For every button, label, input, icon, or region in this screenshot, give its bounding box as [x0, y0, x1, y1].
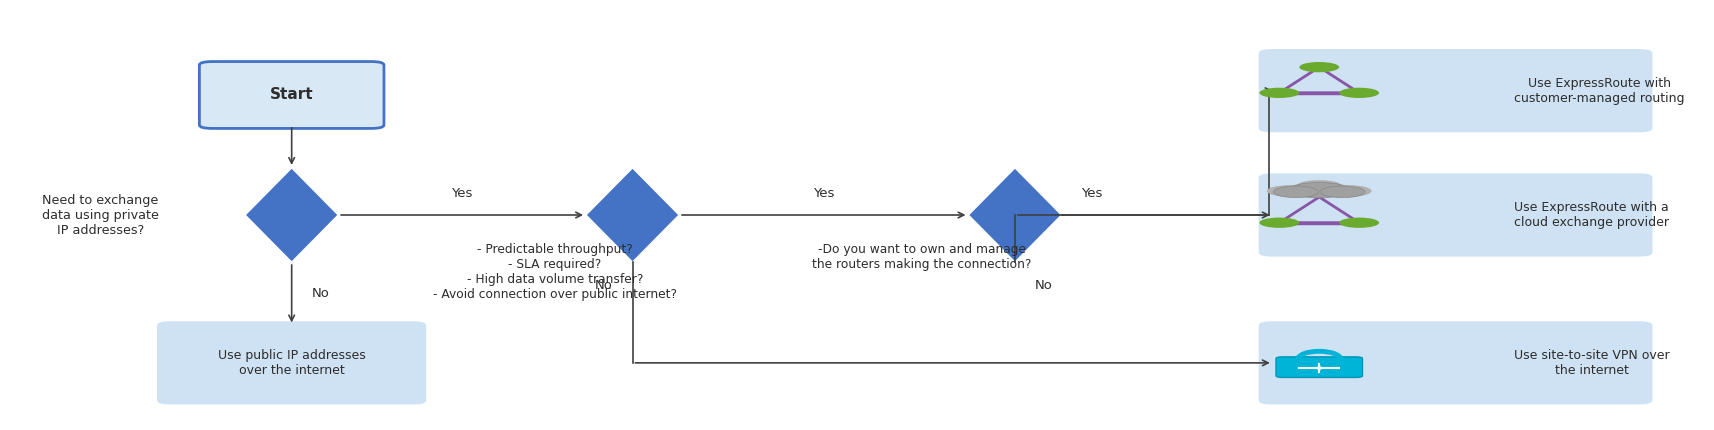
- Text: Need to exchange
data using private
IP addresses?: Need to exchange data using private IP a…: [43, 194, 159, 236]
- Polygon shape: [586, 168, 679, 262]
- Text: No: No: [1034, 280, 1052, 292]
- Text: Yes: Yes: [451, 187, 473, 200]
- Text: Use ExpressRoute with
customer-managed routing: Use ExpressRoute with customer-managed r…: [1513, 77, 1683, 104]
- FancyBboxPatch shape: [1258, 50, 1651, 132]
- FancyBboxPatch shape: [1258, 322, 1651, 404]
- Text: Use public IP addresses
over the internet: Use public IP addresses over the interne…: [218, 349, 365, 377]
- Circle shape: [1296, 180, 1340, 192]
- Text: -Do you want to own and manage
the routers making the connection?: -Do you want to own and manage the route…: [812, 243, 1030, 271]
- Text: Use ExpressRoute with a
cloud exchange provider: Use ExpressRoute with a cloud exchange p…: [1513, 201, 1668, 229]
- Polygon shape: [968, 168, 1061, 262]
- Circle shape: [1313, 184, 1357, 196]
- Polygon shape: [245, 168, 338, 262]
- FancyBboxPatch shape: [199, 61, 384, 129]
- Circle shape: [1279, 184, 1325, 196]
- Text: Yes: Yes: [812, 187, 835, 200]
- Circle shape: [1299, 62, 1339, 72]
- Text: No: No: [312, 287, 329, 300]
- Text: Start: Start: [269, 87, 314, 102]
- Text: Yes: Yes: [1082, 187, 1102, 200]
- Text: No: No: [595, 280, 612, 292]
- Text: Use site-to-site VPN over
the internet: Use site-to-site VPN over the internet: [1513, 349, 1668, 377]
- Circle shape: [1274, 186, 1318, 198]
- FancyBboxPatch shape: [1258, 174, 1651, 256]
- Circle shape: [1339, 88, 1378, 98]
- Text: - Predictable throughput?
- SLA required?
- High data volume transfer?
- Avoid c: - Predictable throughput? - SLA required…: [432, 243, 677, 301]
- Circle shape: [1339, 218, 1378, 228]
- FancyBboxPatch shape: [1275, 357, 1361, 378]
- Circle shape: [1320, 186, 1364, 198]
- FancyBboxPatch shape: [158, 322, 425, 404]
- Circle shape: [1289, 182, 1349, 198]
- Circle shape: [1327, 185, 1371, 197]
- Circle shape: [1267, 185, 1311, 197]
- Circle shape: [1258, 88, 1299, 98]
- Circle shape: [1258, 218, 1299, 228]
